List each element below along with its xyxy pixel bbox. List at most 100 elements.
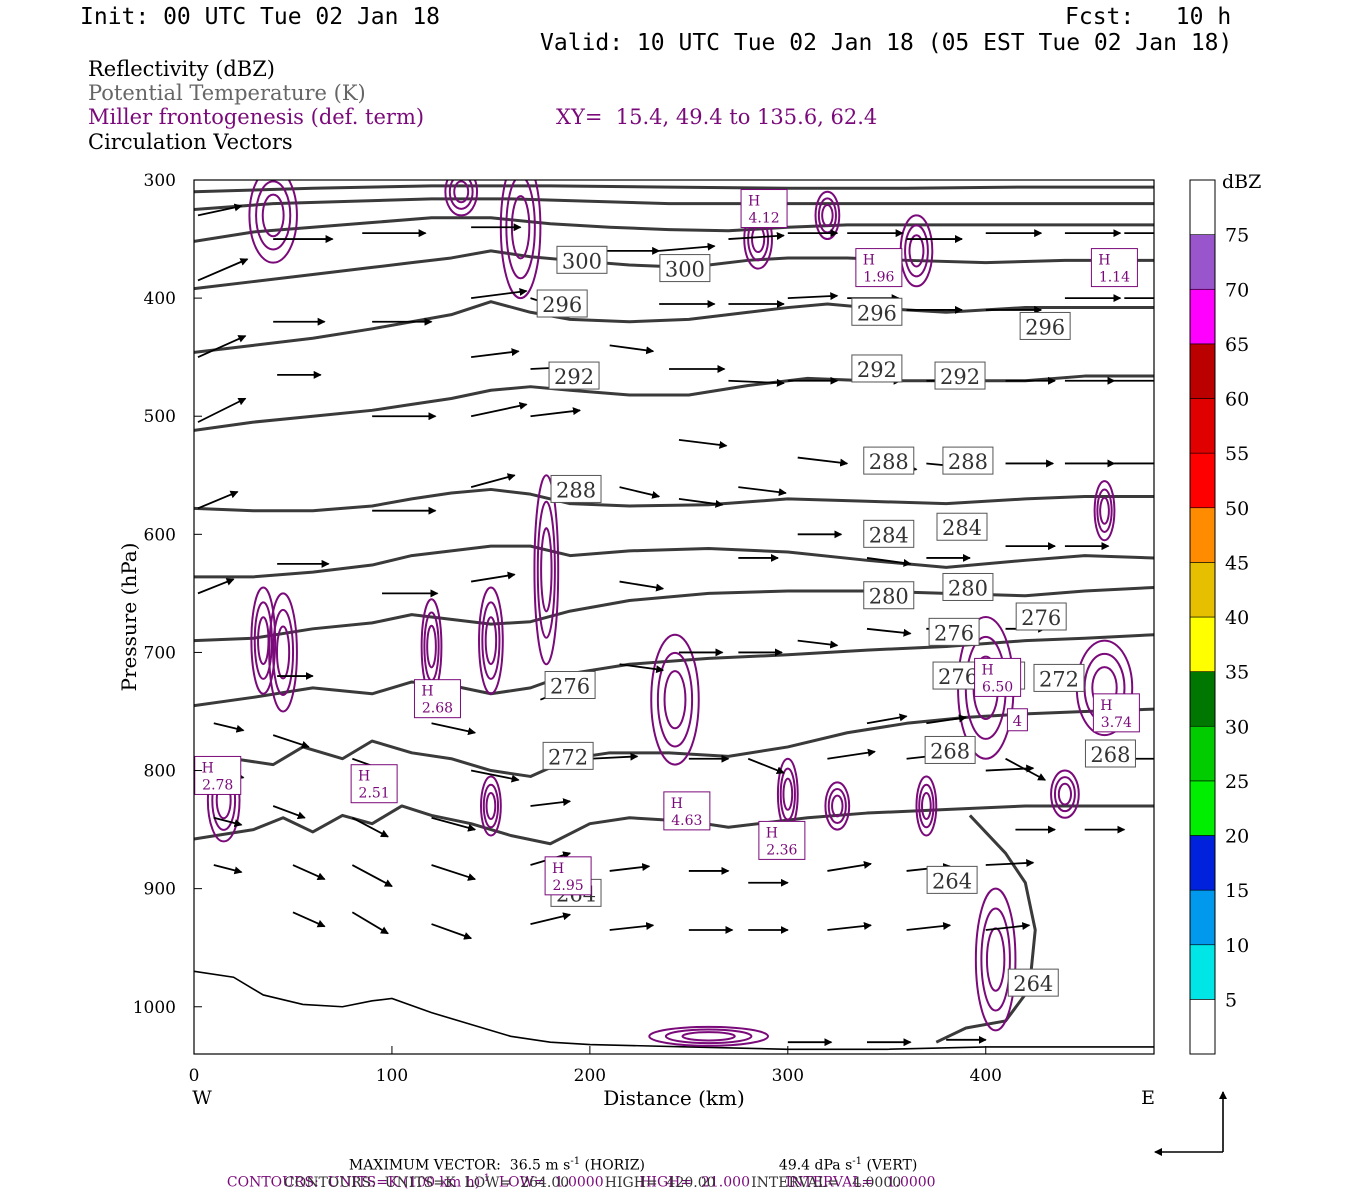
fronto-max-h: H <box>863 253 875 269</box>
circulation-vector <box>797 639 839 649</box>
circulation-vector <box>738 486 787 497</box>
circulation-vector <box>197 335 247 358</box>
circulation-vector <box>1005 757 1047 781</box>
theta-label-box <box>924 735 976 764</box>
legend-theta: Potential Temperature (K) <box>88 81 366 105</box>
y-tick-label: 900 <box>144 880 176 900</box>
circulation-vector <box>272 734 310 749</box>
theta-contour-264 <box>194 804 1154 846</box>
theta-contour-280 <box>194 544 1154 579</box>
frontogenesis-contour-11-1 <box>1053 776 1076 813</box>
frontogenesis-contour-20-0 <box>248 180 298 264</box>
frontogenesis-contour-22-1 <box>664 1028 753 1045</box>
y-tick-label: 1000 <box>133 998 176 1018</box>
theta-label: 300 <box>665 258 705 282</box>
circulation-vector <box>272 805 306 820</box>
theta-label: 268 <box>1090 743 1130 767</box>
footer-vert: (VERT) <box>862 1157 918 1174</box>
colorbar-segment <box>1189 398 1216 454</box>
y-tick-label: 700 <box>144 643 176 663</box>
colorbar-segment <box>1189 343 1216 399</box>
fronto-max-box <box>740 189 788 229</box>
circulation-vector <box>619 663 665 674</box>
theta-label: 272 <box>1039 667 1079 691</box>
footer-horiz: (HORIZ) <box>580 1157 645 1174</box>
colorbar-tick-label: 65 <box>1225 334 1249 356</box>
circulation-vector <box>197 203 243 217</box>
frontogenesis-contour-0-1 <box>253 601 273 680</box>
fronto-max-value: 1.96 <box>863 270 894 286</box>
colorbar-tick-label: 25 <box>1225 771 1249 793</box>
theta-label-box <box>928 617 980 646</box>
theta-contour-308 <box>194 184 1154 194</box>
frontogenesis-contour-3-2 <box>484 616 498 666</box>
frontogenesis-contour-1-0 <box>268 592 298 713</box>
circulation-vector <box>866 557 912 567</box>
theta-label-box <box>1084 739 1136 768</box>
theta-label: 276 <box>550 675 590 699</box>
fronto-max-h: H <box>982 662 994 678</box>
fronto-max-value: 2.68 <box>422 701 453 717</box>
theta-label-box <box>548 361 600 390</box>
theta-label: 288 <box>869 450 909 474</box>
footer-sup-2: -1 <box>852 1156 863 1167</box>
colorbar-segment <box>1189 179 1216 235</box>
circulation-vector <box>351 816 389 838</box>
colorbar-tick-label: 15 <box>1225 880 1249 902</box>
frontogenesis-contour-20-1 <box>255 180 292 251</box>
footer-contours-fronto: CONTOURS: UNITS=K (100 km h)-1 LOW= 1.00… <box>218 1157 936 1191</box>
theta-label: 280 <box>948 576 988 600</box>
fronto-max-box <box>350 764 398 804</box>
theta-label: 264 <box>1013 972 1053 996</box>
fronto-max-h: H <box>766 825 778 841</box>
theta-label-box <box>936 512 988 541</box>
circulation-vector <box>197 397 247 423</box>
theta-label-box <box>1019 311 1071 340</box>
y-tick-label: 400 <box>144 289 176 309</box>
theta-label: 296 <box>542 293 582 317</box>
frontogenesis-contour-17-0 <box>814 190 841 241</box>
theta-label-box <box>544 671 596 700</box>
theta-label: 284 <box>942 516 982 540</box>
footer-contours-theta: CONTOURS: UNITS=K LOW= 264.00 HIGH= 420.… <box>284 1175 902 1191</box>
frontogenesis-contour-6-2 <box>782 777 794 811</box>
x-tick-label: 100 <box>376 1066 408 1086</box>
colorbar-tick-label: 45 <box>1225 552 1249 574</box>
circulation-vector <box>213 864 243 875</box>
frontogenesis-contour-7-2 <box>831 794 844 818</box>
legend-vectors: Circulation Vectors <box>88 130 293 154</box>
fronto-max-box <box>974 657 1022 697</box>
footer-sup-1: -1 <box>570 1156 581 1167</box>
frontogenesis-contour-18-2 <box>908 234 925 268</box>
colorbar-tick-label: 35 <box>1225 662 1249 684</box>
colorbar-tick-label: 30 <box>1225 716 1249 738</box>
colorbar-segment <box>1189 944 1216 1000</box>
theta-label: 296 <box>857 301 897 325</box>
fronto-max-value: 2.78 <box>202 777 233 793</box>
frontogenesis-contour-13-0 <box>1093 480 1116 542</box>
circulation-vector <box>747 757 785 775</box>
theta-contour-264 <box>935 814 1037 1044</box>
frontogenesis-contour-19-0 <box>444 180 479 217</box>
fronto-max-value: 4.63 <box>671 813 702 829</box>
colorbar-segment <box>1189 889 1216 946</box>
theta-label-box <box>1007 968 1059 997</box>
y-axis-title: Pressure (hPa) <box>117 543 141 692</box>
frontogenesis-contour-3-1 <box>481 601 501 680</box>
colorbar-tick-label: 50 <box>1225 498 1249 520</box>
y-tick-label: 600 <box>144 525 176 545</box>
circulation-vector <box>827 861 872 872</box>
frontogenesis-contour-4-0 <box>533 474 560 666</box>
fronto-max-value: 2.36 <box>766 842 797 858</box>
frontogenesis-contour-0-0 <box>250 586 277 695</box>
fronto-max-box <box>544 856 592 896</box>
circulation-vector <box>530 798 572 807</box>
frontogenesis-contour-22-0 <box>648 1025 770 1047</box>
colorbar-segment <box>1189 507 1216 563</box>
y-tick-label: 500 <box>144 407 176 427</box>
x-tick-label: 300 <box>772 1066 804 1086</box>
theta-label: 300 <box>562 249 602 273</box>
colorbar-segment <box>1189 999 1216 1055</box>
fronto-max-h: H <box>202 760 214 776</box>
colorbar-segment <box>1189 562 1216 618</box>
